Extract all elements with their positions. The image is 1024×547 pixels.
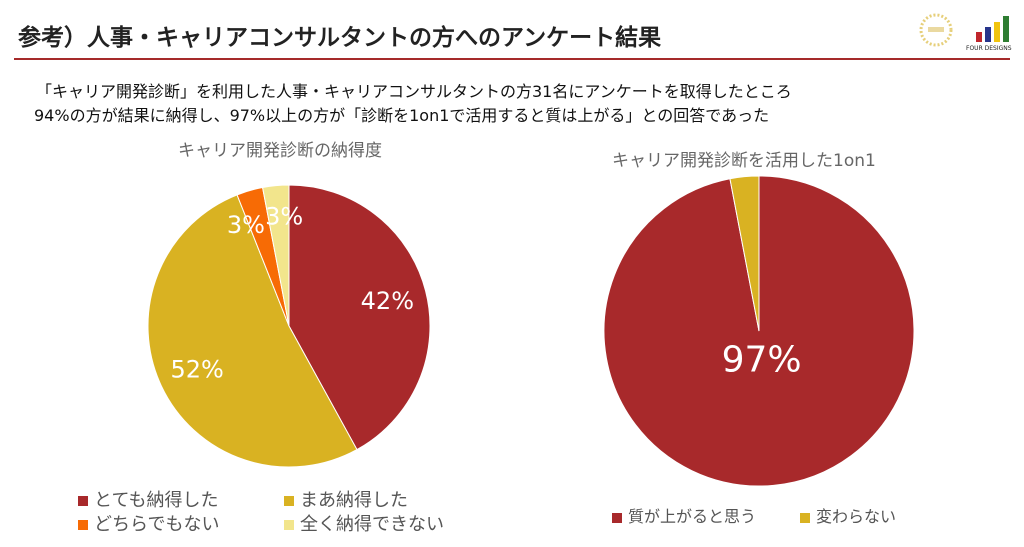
four-designs-logo: FOUR DESIGNS [966,12,1020,52]
legend-label: 変わらない [816,507,897,526]
legend-swatch [612,512,622,523]
summary-line-2: 94%の方が結果に納得し、97%以上の方が「診断を1on1で活用すると質は上がる… [34,106,770,125]
pie-data-label: 97% [722,339,802,380]
legend-label: どちらでもない [94,514,220,535]
legend-swatch [800,512,810,523]
legend-swatch [284,496,294,506]
chart1-title: キャリア開発診断の納得度 [178,141,382,161]
pie-data-label: 52% [170,356,223,384]
legend-item: 質が上がると思う [612,503,756,527]
logo-text: FOUR DESIGNS [966,45,1012,52]
pie-slice [288,184,431,451]
legend-label: まあ納得した [300,490,408,511]
legend-item: どちらでもない [78,510,219,536]
legend-item: 変わらない [800,503,896,527]
legend-label: とても納得した [94,490,219,511]
pie-slice [729,175,760,332]
legend-swatch [78,520,88,530]
legend-item: とても納得した [78,486,219,512]
legend-swatch [78,496,88,506]
summary-line-1: 「キャリア開発診断」を利用した人事・キャリアコンサルタントの方31名にアンケート… [36,82,792,101]
legend-swatch [284,520,294,530]
legend-label: 質が上がると思う [628,507,757,526]
pie-data-label: 3% [265,203,303,231]
page-title: 参考）人事・キャリアコンサルタントの方へのアンケート結果 [18,25,662,51]
pie-data-label: 3% [227,211,265,239]
pie-slice [261,184,290,327]
award-logo [916,12,956,48]
chart2-title: キャリア開発診断を活用した1on1 [612,151,876,171]
legend-item: 全く納得できない [284,510,444,536]
pie-data-label: 42% [361,287,414,315]
legend-label: 全く納得できない [300,514,444,535]
title-divider [14,58,1010,60]
pie-slice [147,194,358,468]
legend-item: まあ納得した [284,486,408,512]
